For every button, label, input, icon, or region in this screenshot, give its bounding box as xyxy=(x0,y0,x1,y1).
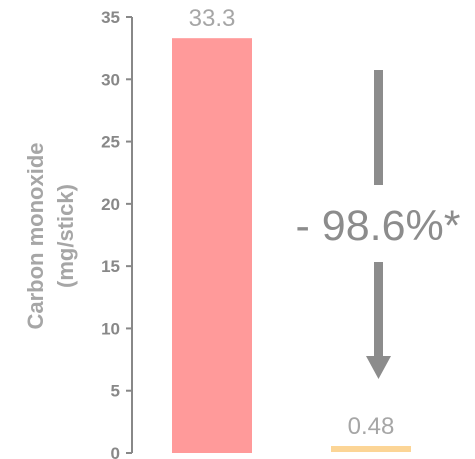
reduction-percent-label: - 98.6%* xyxy=(296,202,461,250)
arrow-shaft-top xyxy=(374,70,383,185)
y-tick-label: 5 xyxy=(111,382,120,401)
bars xyxy=(172,38,411,453)
arrow-down-icon xyxy=(366,356,391,379)
bar xyxy=(331,446,411,452)
y-tick-label: 35 xyxy=(101,8,120,27)
bar-value-label: 33.3 xyxy=(189,5,236,32)
y-tick-label: 25 xyxy=(101,133,120,152)
y-tick-label: 0 xyxy=(111,444,120,459)
y-tick-label: 30 xyxy=(101,70,120,89)
y-axis-title: Carbon monoxide (mg/stick) xyxy=(23,142,78,329)
y-tick-label: 20 xyxy=(101,195,120,214)
bar-value-label: 0.48 xyxy=(348,413,395,440)
y-axis: 0 5 10 15 20 25 30 35 xyxy=(101,8,133,459)
y-tick-label: 15 xyxy=(101,257,120,276)
bar xyxy=(172,38,252,453)
reduction-annotation: - 98.6%* xyxy=(296,70,461,379)
y-tick-label: 10 xyxy=(101,319,120,338)
y-axis-title-line-2: (mg/stick) xyxy=(53,184,78,288)
data-labels: 33.3 0.48 xyxy=(189,5,395,440)
y-axis-title-line-1: Carbon monoxide xyxy=(23,142,48,329)
arrow-shaft-bottom xyxy=(374,262,383,358)
